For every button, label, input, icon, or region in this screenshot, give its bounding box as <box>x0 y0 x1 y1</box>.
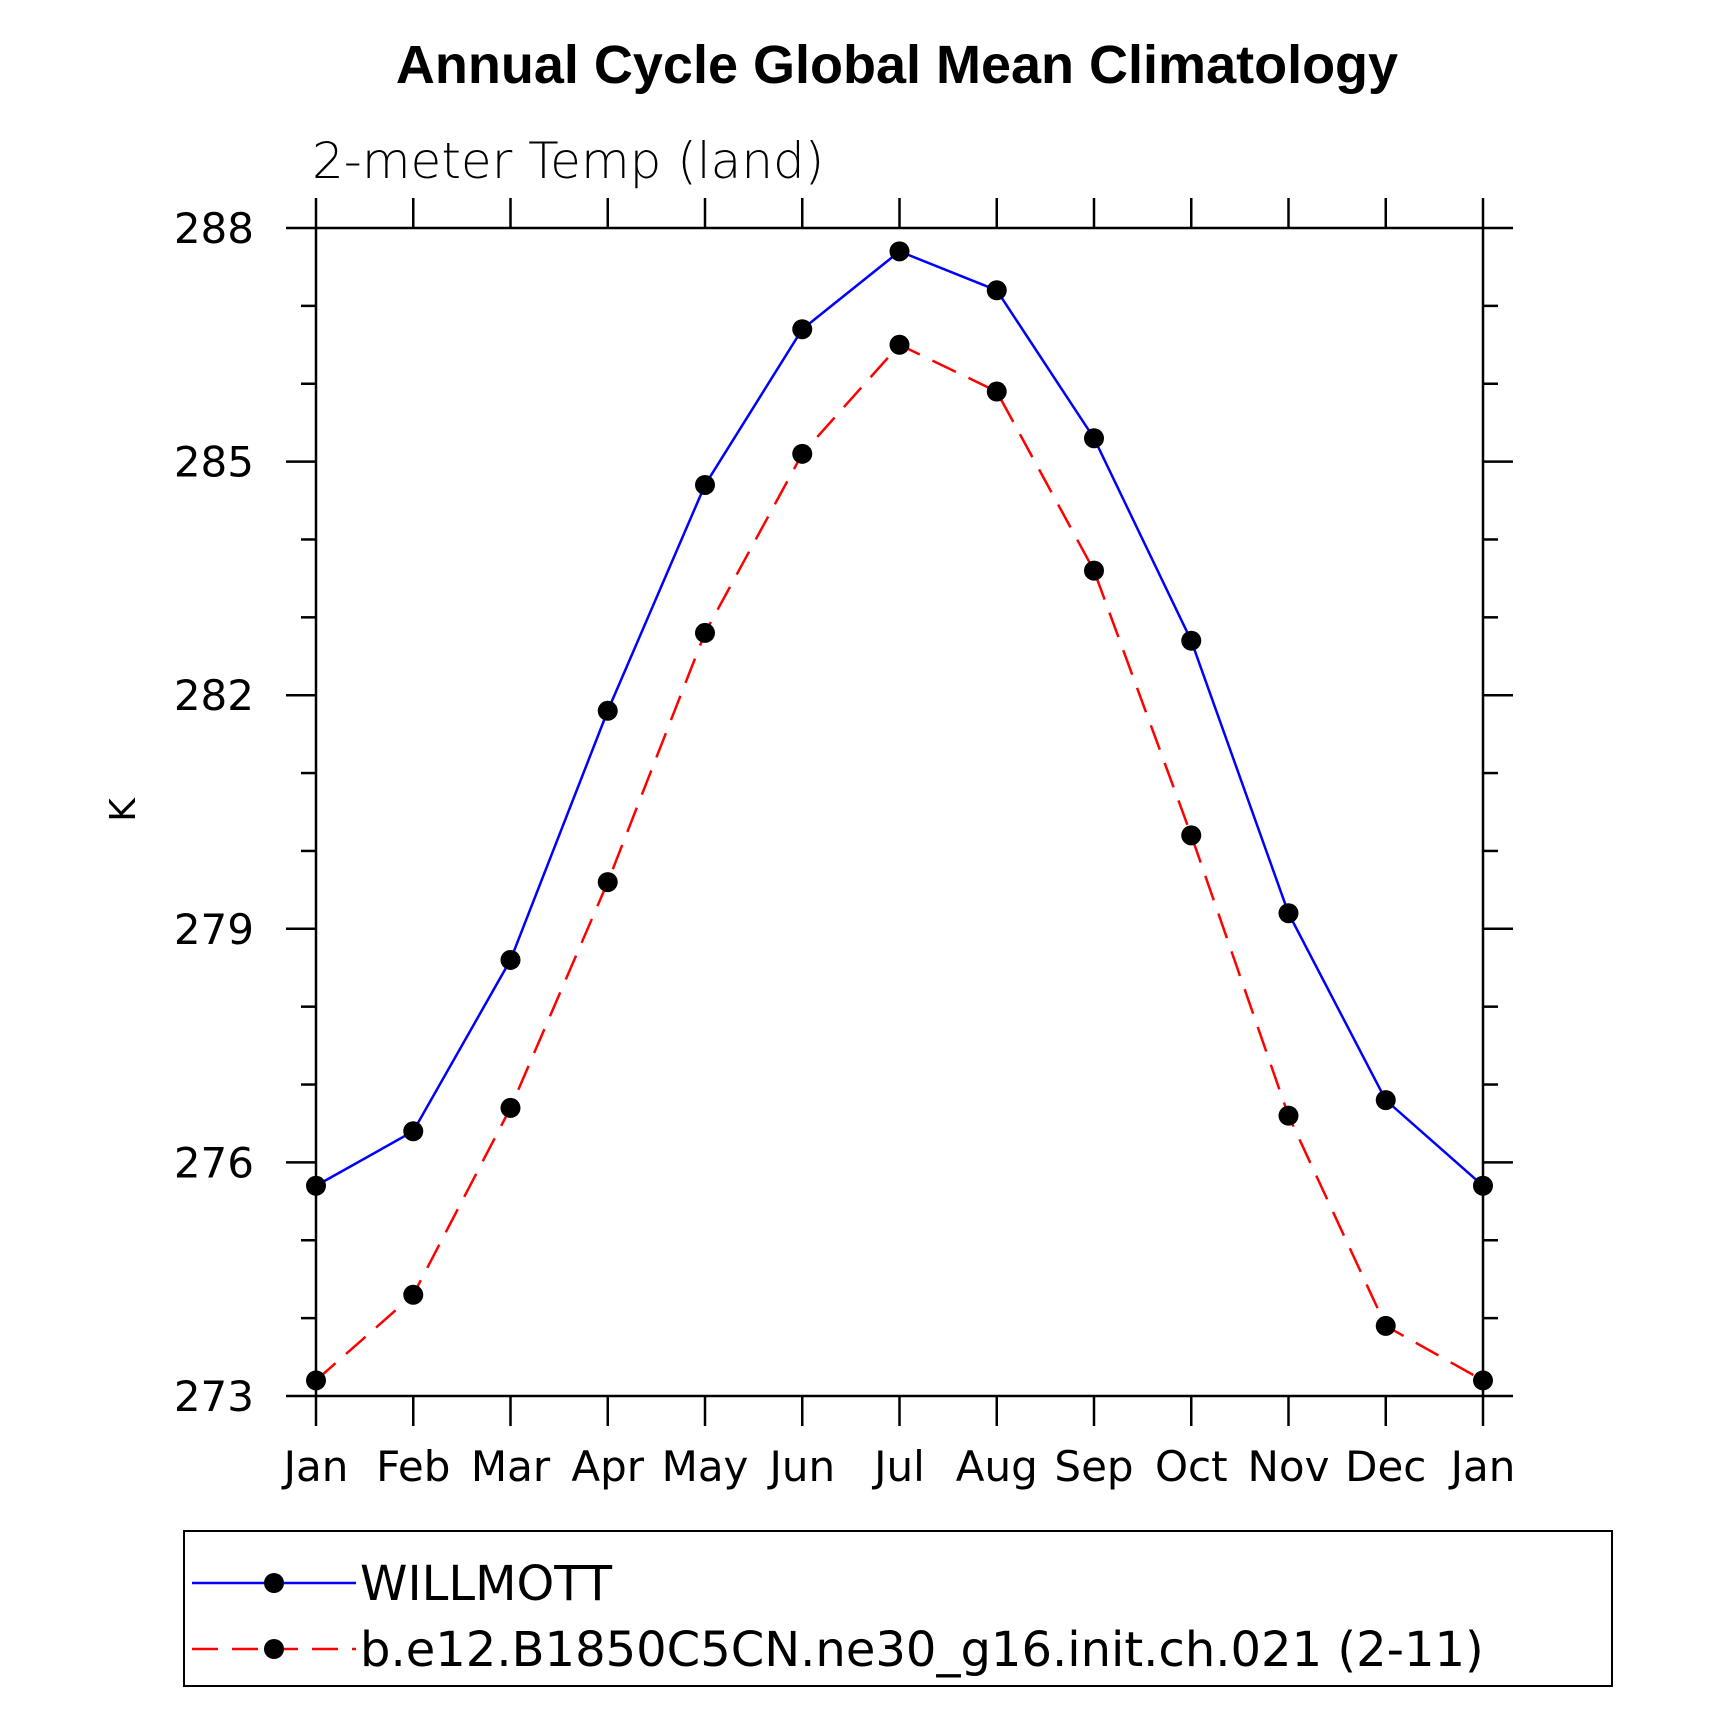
x-tick-label: Jul <box>871 1442 925 1491</box>
data-point <box>986 280 1007 301</box>
x-tick-label: Sep <box>1054 1442 1133 1491</box>
y-tick-label: 273 <box>174 1372 254 1421</box>
x-tick-label: Oct <box>1155 1442 1228 1491</box>
data-point <box>1181 630 1202 651</box>
x-tick-labels: Jan Feb Mar Apr May Jun Jul Aug Sep Oct Nov Dec Jan <box>281 1442 1516 1491</box>
series-1 <box>306 241 1493 1196</box>
series-line <box>315 343 1484 1382</box>
data-point <box>403 1121 424 1142</box>
data-point <box>597 700 618 721</box>
series-2 <box>306 334 1493 1391</box>
y-tick-label: 282 <box>174 671 254 720</box>
data-point <box>986 381 1007 402</box>
legend-marker <box>264 1639 284 1659</box>
legend-box <box>183 1530 1613 1687</box>
x-tick-label: Jan <box>1448 1442 1516 1491</box>
y-tick-label: 285 <box>174 438 254 487</box>
x-tick-label: Nov <box>1248 1442 1330 1491</box>
data-point <box>1084 428 1104 449</box>
y-tick-label: 279 <box>174 905 254 954</box>
data-point <box>1473 1175 1493 1196</box>
data-point <box>889 241 910 262</box>
data-point <box>403 1284 424 1305</box>
data-point <box>695 622 715 643</box>
data-point <box>597 872 618 893</box>
chart-subtitle: 2-meter Temp (land) <box>312 132 824 190</box>
data-point <box>306 1370 326 1391</box>
data-point <box>1375 1315 1396 1336</box>
x-tick-label: Jun <box>766 1442 835 1491</box>
x-tick-label: May <box>662 1442 749 1491</box>
axes <box>286 198 1513 1426</box>
data-point <box>500 1097 521 1118</box>
data-point <box>792 443 813 464</box>
data-point <box>1375 1090 1396 1111</box>
legend-entry: b.e12.B1850C5CN.ne30_g16.init.ch.021 (2-… <box>192 1622 1484 1678</box>
data-point <box>889 334 910 355</box>
legend: WILLMOTT b.e12.B1850C5CN.ne30_g16.init.ch… <box>183 1530 1613 1687</box>
y-tick-labels: 273 276 279 282 285 288 <box>174 204 254 1421</box>
data-point <box>1473 1370 1493 1391</box>
x-tick-label: Jan <box>281 1442 349 1491</box>
y-tick-label: 288 <box>174 204 254 253</box>
series-layer <box>306 241 1493 1391</box>
x-tick-label: Apr <box>571 1442 644 1491</box>
data-point <box>500 949 521 970</box>
legend-marker <box>264 1573 284 1593</box>
data-point <box>1084 560 1104 581</box>
x-tick-label: Dec <box>1345 1442 1426 1491</box>
x-tick-label: Aug <box>956 1442 1038 1491</box>
data-point <box>792 319 813 340</box>
plot-frame <box>314 226 1485 1398</box>
y-axis-label: K <box>103 797 144 822</box>
chart-title: Annual Cycle Global Mean Climatology <box>396 35 1398 95</box>
data-point <box>306 1175 326 1196</box>
series-line <box>315 249 1484 1187</box>
data-point <box>1181 825 1202 846</box>
y-tick-label: 276 <box>174 1138 254 1187</box>
data-point <box>1278 1105 1299 1126</box>
legend-entry: WILLMOTT <box>192 1556 613 1612</box>
legend-label: b.e12.B1850C5CN.ne30_g16.init.ch.021 (2-… <box>360 1622 1484 1678</box>
x-tick-label: Feb <box>376 1442 450 1491</box>
legend-label: WILLMOTT <box>360 1556 613 1612</box>
data-point <box>1278 903 1299 924</box>
data-point <box>695 474 715 495</box>
x-tick-label: Mar <box>471 1442 551 1491</box>
